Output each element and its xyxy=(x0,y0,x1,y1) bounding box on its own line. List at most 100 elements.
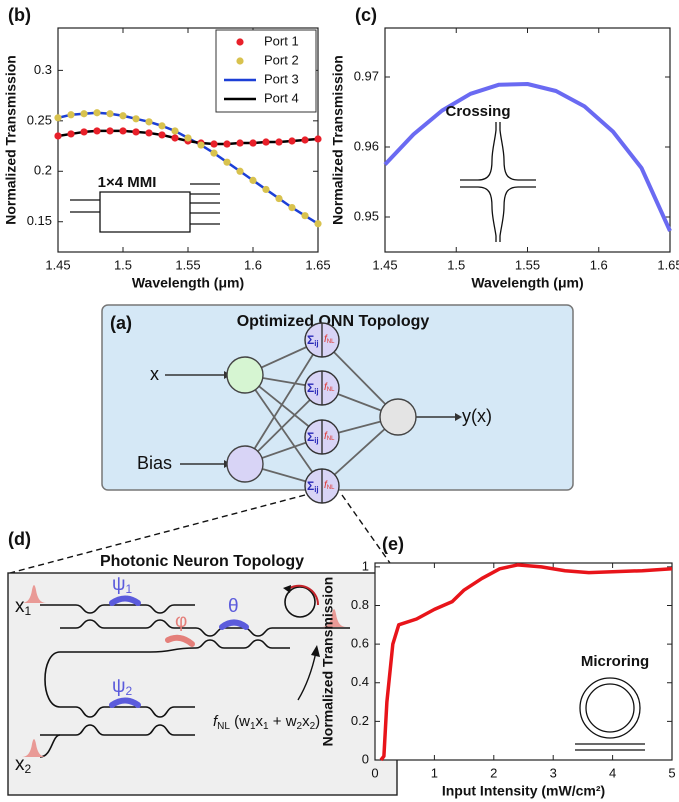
x-tick-label: 1.55 xyxy=(515,257,540,272)
legend-swatch xyxy=(236,57,243,64)
subscript: 1 xyxy=(126,582,133,596)
x-tick-label: 1.6 xyxy=(244,257,262,272)
data-point xyxy=(184,134,191,141)
data-point xyxy=(132,128,139,135)
sum: Σ xyxy=(307,479,314,493)
legend-swatch xyxy=(236,38,243,45)
y-tick-label: 0.96 xyxy=(354,138,379,153)
subscript: 2 xyxy=(126,684,133,698)
data-point xyxy=(119,127,126,134)
data-point xyxy=(249,177,256,184)
data-point xyxy=(301,212,308,219)
y-tick-label: 0.2 xyxy=(34,163,52,178)
input-label: x xyxy=(150,364,159,384)
sum: Σ xyxy=(307,381,314,395)
text: x xyxy=(15,596,25,617)
input-node xyxy=(227,357,263,393)
figure: (a) Optimized ONN Topology x Bias y(x) Σ… xyxy=(0,0,679,802)
y-tick-label: 0.95 xyxy=(354,208,379,223)
data-point xyxy=(275,138,282,145)
data-point xyxy=(67,130,74,137)
data-point xyxy=(288,204,295,211)
subscript: 2 xyxy=(25,762,32,776)
y-axis-label: Normalized Transmission xyxy=(320,577,336,747)
data-point xyxy=(93,109,100,116)
text: x xyxy=(15,754,25,775)
data-point xyxy=(145,129,152,136)
y-axis-label: Normalized Transmission xyxy=(330,55,346,225)
y-tick-label: 0 xyxy=(362,751,369,766)
text: ψ xyxy=(112,676,126,697)
x-tick-label: 1 xyxy=(431,765,438,780)
neuron-title: Photonic Neuron Topology xyxy=(100,553,304,570)
x-tick-label: 1.6 xyxy=(590,257,608,272)
subscript: NL xyxy=(327,387,335,393)
plot-frame xyxy=(385,28,670,252)
y-tick-label: 0.6 xyxy=(351,636,369,651)
data-point xyxy=(288,137,295,144)
legend-label: Port 2 xyxy=(264,52,299,67)
x-tick-label: 1.5 xyxy=(114,257,132,272)
sum: Σ xyxy=(307,333,314,347)
y-tick-label: 0.3 xyxy=(34,62,52,77)
x-axis-label: Wavelength (μm) xyxy=(471,275,583,291)
subscript: ij xyxy=(314,387,318,396)
bias-node xyxy=(227,446,263,482)
data-point xyxy=(54,114,61,121)
data-point xyxy=(80,128,87,135)
data-point xyxy=(54,132,61,139)
x-tick-label: 1.45 xyxy=(372,257,397,272)
data-point xyxy=(67,111,74,118)
x-axis-label: Input Intensity (mW/cm²) xyxy=(442,783,605,799)
x-tick-label: 0 xyxy=(371,765,378,780)
phi-label: φ xyxy=(175,611,187,632)
data-point xyxy=(158,122,165,129)
subscript: NL xyxy=(327,436,335,442)
y-axis-label: Normalized Transmission xyxy=(3,55,19,225)
output-node xyxy=(380,399,416,435)
data-point xyxy=(106,127,113,134)
y-tick-label: 0.2 xyxy=(351,713,369,728)
data-point xyxy=(314,220,321,227)
data-point xyxy=(223,159,230,166)
data-point xyxy=(93,127,100,134)
x-tick-label: 1.5 xyxy=(447,257,465,272)
data-point xyxy=(275,195,282,202)
data-point xyxy=(236,168,243,175)
subscript: 1 xyxy=(25,604,32,618)
text: (w xyxy=(230,713,250,730)
x-tick-label: 1.65 xyxy=(305,257,330,272)
subscript: NL xyxy=(327,485,335,491)
text: + w xyxy=(269,713,297,730)
data-point xyxy=(171,127,178,134)
legend-label: Port 4 xyxy=(264,90,299,105)
data-point xyxy=(314,135,321,142)
legend-label: Port 3 xyxy=(264,71,299,86)
y-tick-label: 0.97 xyxy=(354,68,379,83)
data-point xyxy=(223,140,230,147)
y-tick-label: 0.4 xyxy=(351,674,369,689)
data-point xyxy=(80,110,87,117)
x-tick-label: 1.65 xyxy=(657,257,679,272)
bias-label: Bias xyxy=(137,453,172,473)
x-tick-label: 1.55 xyxy=(175,257,200,272)
data-point xyxy=(158,131,165,138)
neuron-box xyxy=(8,573,397,795)
data-point xyxy=(171,134,178,141)
x-tick-label: 4 xyxy=(609,765,616,780)
panel-label: (d) xyxy=(8,529,31,549)
panel-label: (c) xyxy=(355,5,377,25)
data-point xyxy=(210,140,217,147)
subscript: ij xyxy=(314,436,318,445)
y-tick-label: 0.8 xyxy=(351,597,369,612)
subscript: ij xyxy=(314,339,318,348)
data-point xyxy=(210,150,217,157)
panel-label: (e) xyxy=(382,534,404,554)
legend-label: Port 1 xyxy=(264,33,299,48)
output-label: y(x) xyxy=(462,406,492,426)
y-tick-label: 0.25 xyxy=(27,112,52,127)
x-axis-label: Wavelength (μm) xyxy=(132,275,244,291)
data-point xyxy=(236,139,243,146)
panel-label: (b) xyxy=(8,5,31,25)
data-point xyxy=(106,110,113,117)
